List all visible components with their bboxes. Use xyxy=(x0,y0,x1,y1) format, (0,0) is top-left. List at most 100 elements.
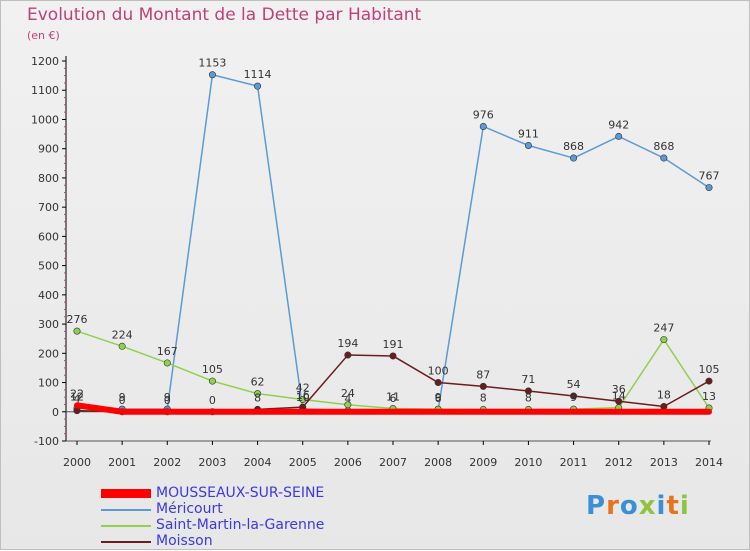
chart-axes: 1200110010009008007006005004003002001000… xyxy=(31,55,723,469)
data-label: 24 xyxy=(341,387,355,400)
data-label: 942 xyxy=(608,118,629,131)
data-label: 8 xyxy=(254,391,261,404)
y-tick-label: 400 xyxy=(38,289,59,302)
y-tick-label: 600 xyxy=(38,230,59,243)
logo-letter: x xyxy=(638,491,657,521)
data-label: 224 xyxy=(112,328,133,341)
x-tick-label: 2006 xyxy=(334,456,362,469)
data-label: 16 xyxy=(296,389,310,402)
data-label: 9 xyxy=(164,391,171,404)
data-label: 9 xyxy=(435,391,442,404)
data-label: 100 xyxy=(428,365,449,378)
data-point xyxy=(73,327,81,335)
x-tick-label: 2003 xyxy=(198,456,226,469)
data-label: 54 xyxy=(567,378,581,391)
data-point xyxy=(570,392,578,400)
data-point xyxy=(208,71,216,79)
data-label: 12 xyxy=(70,390,84,403)
chart-series xyxy=(73,71,713,416)
x-tick-label: 2011 xyxy=(560,456,588,469)
data-label: 10 xyxy=(296,391,310,404)
x-tick-label: 2000 xyxy=(63,456,91,469)
x-tick-label: 2009 xyxy=(469,456,497,469)
y-tick-label: 200 xyxy=(38,347,59,360)
x-tick-label: 2013 xyxy=(650,456,678,469)
legend-item-mousseaux: MOUSSEAUX-SUR-SEINE xyxy=(101,486,401,502)
data-label: 36 xyxy=(612,383,626,396)
logo-letter: i xyxy=(679,491,690,521)
data-label: 42 xyxy=(296,381,310,394)
chart-title: Evolution du Montant de la Dette par Hab… xyxy=(27,5,422,25)
legend-label-mericourt: Méricourt xyxy=(156,501,223,517)
data-label: 14 xyxy=(612,390,626,403)
data-point xyxy=(660,403,668,411)
data-label: 4 xyxy=(74,393,81,406)
data-label: 0 xyxy=(119,394,126,407)
data-label: 191 xyxy=(383,338,404,351)
x-tick-label: 2014 xyxy=(695,456,723,469)
data-point xyxy=(524,387,532,395)
y-tick-label: 1100 xyxy=(31,84,59,97)
x-tick-label: 2002 xyxy=(153,456,181,469)
data-label: 276 xyxy=(67,313,88,326)
data-point xyxy=(208,377,216,385)
data-point xyxy=(254,390,262,398)
data-point xyxy=(344,351,352,359)
y-tick-label: 700 xyxy=(38,201,59,214)
data-label: 105 xyxy=(202,363,223,376)
legend-swatch-moisson xyxy=(101,541,151,543)
chart-legend: MOUSSEAUX-SUR-SEINE Méricourt Saint-Mart… xyxy=(101,486,401,550)
logo-letter: P xyxy=(586,491,607,521)
y-tick-label: 800 xyxy=(38,172,59,185)
data-point xyxy=(705,184,713,192)
data-label: 167 xyxy=(157,345,178,358)
data-point xyxy=(570,154,578,162)
data-label: 0 xyxy=(209,394,216,407)
data-label: 13 xyxy=(702,390,716,403)
data-label: 22 xyxy=(70,387,84,400)
x-tick-label: 2012 xyxy=(605,456,633,469)
data-point xyxy=(254,82,262,90)
logo-letter: i xyxy=(656,491,667,521)
y-tick-label: 500 xyxy=(38,260,59,273)
data-point xyxy=(615,397,623,405)
x-tick-label: 2005 xyxy=(289,456,317,469)
data-label: 18 xyxy=(657,389,671,402)
legend-label-saint-martin: Saint-Martin-la-Garenne xyxy=(156,517,325,533)
data-label: 911 xyxy=(518,127,539,140)
y-tick-label: 1200 xyxy=(31,55,59,68)
data-point xyxy=(479,382,487,390)
data-point xyxy=(118,342,126,350)
series-line-0 xyxy=(74,402,712,415)
data-point xyxy=(660,154,668,162)
data-label: 4 xyxy=(344,393,351,406)
data-label: 11 xyxy=(386,391,400,404)
y-tick-label: 100 xyxy=(38,377,59,390)
legend-swatch-mericourt xyxy=(101,509,151,511)
data-label: 1153 xyxy=(198,57,226,70)
legend-label-moisson: Moisson xyxy=(156,533,213,549)
data-point xyxy=(479,122,487,130)
data-point xyxy=(163,359,171,367)
legend-swatch-saint-martin xyxy=(101,525,151,527)
data-point xyxy=(299,395,307,403)
data-label: 87 xyxy=(476,368,490,381)
data-label: 9 xyxy=(570,391,577,404)
data-point xyxy=(705,377,713,385)
legend-label-mousseaux: MOUSSEAUX-SUR-SEINE xyxy=(156,485,325,501)
y-tick-label: 1000 xyxy=(31,113,59,126)
legend-item-mericourt: Méricourt xyxy=(101,502,401,518)
legend-item-moisson: Moisson xyxy=(101,534,401,550)
data-label: 8 xyxy=(525,391,532,404)
data-label: 1114 xyxy=(244,68,272,81)
y-tick-label: 900 xyxy=(38,143,59,156)
data-label: 868 xyxy=(563,140,584,153)
legend-swatch-mousseaux xyxy=(101,489,151,498)
legend-item-saint-martin: Saint-Martin-la-Garenne xyxy=(101,518,401,534)
data-point xyxy=(389,352,397,360)
x-tick-label: 2008 xyxy=(424,456,452,469)
x-tick-label: 2010 xyxy=(514,456,542,469)
